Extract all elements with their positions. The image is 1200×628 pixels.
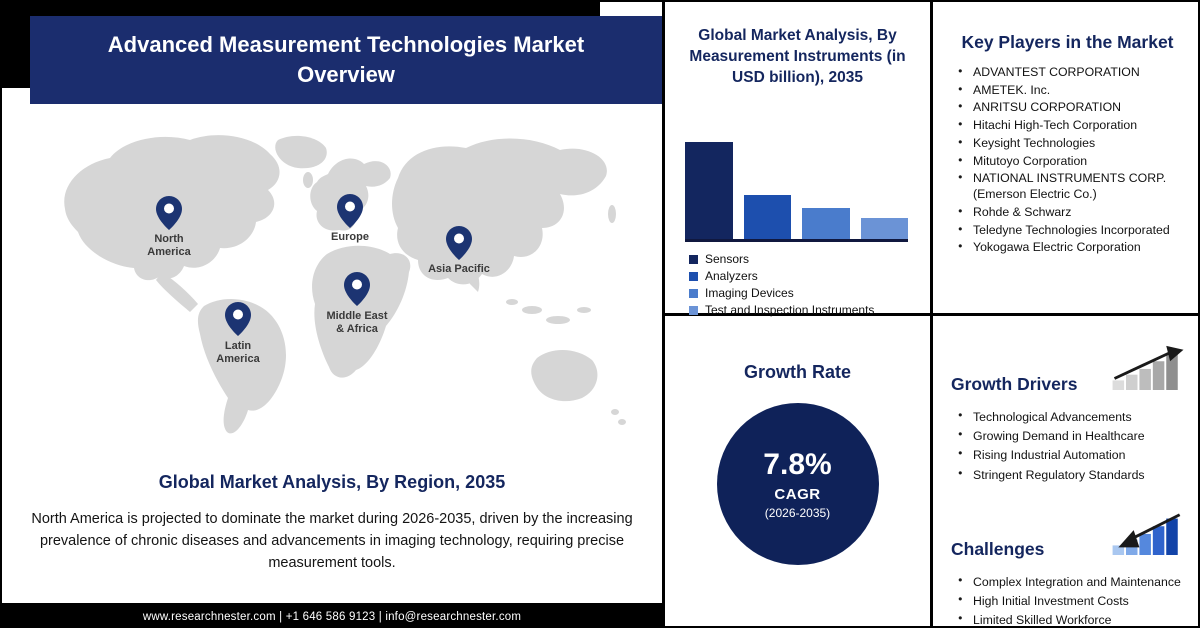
map-pin-asia-pacific	[446, 226, 472, 260]
challenges-header: Challenges	[933, 509, 1198, 560]
growth-drivers-list: Technological Advancements Growing Deman…	[933, 409, 1198, 483]
instruments-bar-chart	[685, 142, 908, 242]
rising-bars-down-arrow-icon	[1110, 509, 1188, 560]
map-label-latin-america: Latin America	[216, 340, 260, 365]
bar-analyzers	[743, 195, 791, 239]
key-player-item: Yokogawa Electric Corporation	[958, 240, 1198, 256]
key-players-title: Key Players in the Market	[961, 32, 1174, 52]
legend-label: Sensors	[705, 252, 750, 266]
key-players-list: ADVANTEST CORPORATION AMETEK. Inc. ANRIT…	[933, 65, 1198, 256]
instruments-panel: Global Market Analysis, By Measurement I…	[665, 2, 930, 317]
location-pin-icon	[156, 196, 182, 230]
location-pin-icon	[344, 272, 370, 306]
cagr-period: (2026-2035)	[764, 506, 831, 520]
legend-item: Analyzers	[689, 269, 924, 283]
map-label-europe: Europe	[331, 231, 369, 243]
drivers-challenges-panel: Growth Drivers Technological Advancement…	[933, 344, 1198, 626]
map-label-north-america: North America	[147, 233, 191, 258]
map-japan	[608, 205, 616, 223]
map-pin-middle-east-africa	[344, 272, 370, 306]
region-section-title: Global Market Analysis, By Region, 2035	[158, 472, 506, 492]
map-pin-europe	[337, 194, 363, 228]
map-india	[464, 254, 480, 292]
challenge-item: Complex Integration and Maintenance	[958, 574, 1198, 590]
page-title: Advanced Measurement Technologies Market…	[30, 16, 662, 104]
growth-driver-item: Rising Industrial Automation	[958, 447, 1198, 463]
legend-item: Test and Inspection Instruments	[689, 303, 924, 317]
key-player-item: Mitutoyo Corporation	[958, 154, 1198, 170]
map-pin-north-america	[156, 196, 182, 230]
challenges-title: Challenges	[951, 538, 1045, 559]
growth-driver-item: Technological Advancements	[958, 409, 1198, 425]
legend-label: Test and Inspection Instruments	[705, 303, 875, 317]
key-player-item: ANRITSU CORPORATION	[958, 100, 1198, 116]
map-uk	[303, 172, 313, 188]
location-pin-icon	[337, 194, 363, 228]
growth-drivers-header: Growth Drivers	[933, 344, 1198, 395]
key-player-item: ADVANTEST CORPORATION	[958, 65, 1198, 81]
challenges-list: Complex Integration and Maintenance High…	[933, 574, 1198, 626]
legend-item: Sensors	[689, 252, 924, 266]
legend-swatch-imaging-devices	[689, 288, 698, 298]
location-pin-icon	[225, 302, 251, 336]
map-australia	[531, 349, 598, 402]
challenge-item: High Initial Investment Costs	[958, 593, 1198, 609]
cagr-label: CAGR	[774, 486, 821, 503]
key-player-item: AMETEK. Inc.	[958, 83, 1198, 99]
legend-label: Analyzers	[705, 269, 758, 283]
map-greenland	[275, 135, 327, 169]
legend-swatch-sensors	[689, 254, 698, 264]
key-player-item: Keysight Technologies	[958, 136, 1198, 152]
cagr-value: 7.8%	[763, 448, 832, 481]
bar-test-inspection	[860, 218, 908, 239]
key-player-item: Hitachi High-Tech Corporation	[958, 118, 1198, 134]
map-africa	[312, 245, 411, 378]
middle-column: Global Market Analysis, By Measurement I…	[662, 2, 930, 626]
key-players-panel: Key Players in the Market ADVANTEST CORP…	[933, 2, 1198, 316]
bar-imaging-devices	[802, 208, 850, 239]
growth-rate-title: Growth Rate	[743, 362, 851, 382]
footer-contact-bar: www.researchnester.com | +1 646 586 9123…	[2, 603, 662, 626]
rising-bars-up-arrow-icon	[1110, 344, 1188, 395]
map-label-middle-east-africa: Middle East & Africa	[326, 310, 388, 335]
left-section: Advanced Measurement Technologies Market…	[2, 2, 662, 626]
map-asia	[392, 138, 607, 285]
map-pin-latin-america	[225, 302, 251, 336]
bar-sensors	[685, 142, 733, 239]
key-player-item: Teledyne Technologies Incorporated	[958, 223, 1198, 239]
region-description: North America is projected to dominate t…	[31, 511, 633, 571]
challenge-item: Limited Skilled Workforce	[958, 612, 1198, 626]
growth-rate-panel: Growth Rate 7.8% CAGR (2026-2035)	[665, 316, 930, 626]
instruments-chart-title: Global Market Analysis, By Measurement I…	[689, 27, 906, 86]
world-map	[64, 135, 626, 434]
key-player-item: NATIONAL INSTRUMENTS CORP. (Emerson Elec…	[958, 171, 1198, 202]
map-central-america	[156, 272, 198, 312]
legend-item: Imaging Devices	[689, 286, 924, 300]
growth-driver-item: Stringent Regulatory Standards	[958, 467, 1198, 483]
legend-swatch-test-inspection	[689, 305, 698, 315]
growth-rate-circle: 7.8% CAGR (2026-2035)	[716, 403, 879, 565]
legend-label: Imaging Devices	[705, 286, 794, 300]
location-pin-icon	[446, 226, 472, 260]
growth-drivers-title: Growth Drivers	[951, 374, 1078, 394]
key-player-item: Rohde & Schwarz	[958, 205, 1198, 221]
legend-swatch-analyzers	[689, 271, 698, 281]
chart-legend: Sensors Analyzers Imaging Devices Test a…	[689, 252, 924, 320]
map-label-asia-pacific: Asia Pacific	[428, 263, 490, 275]
right-column: Key Players in the Market ADVANTEST CORP…	[930, 2, 1198, 626]
map-south-america	[197, 299, 286, 434]
growth-driver-item: Growing Demand in Healthcare	[958, 428, 1198, 444]
